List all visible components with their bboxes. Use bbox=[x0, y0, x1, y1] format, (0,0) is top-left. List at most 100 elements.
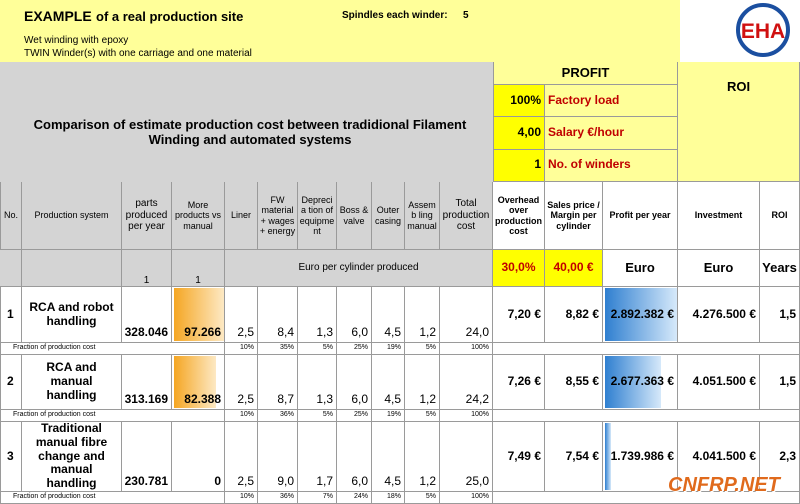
fraction-value: 100% bbox=[440, 410, 493, 422]
fraction-cell bbox=[493, 410, 800, 422]
value-cell: 1,3 bbox=[298, 355, 337, 410]
value-cell: 230.781 bbox=[122, 422, 172, 492]
unit-label: 40,00 € bbox=[545, 250, 603, 287]
value-cell: 2,5 bbox=[225, 422, 258, 492]
logo: EHA bbox=[736, 3, 790, 57]
system-name: RCA and manual handling bbox=[22, 355, 122, 410]
fraction-value: 10% bbox=[225, 343, 258, 355]
value-cell: 4,5 bbox=[372, 355, 405, 410]
fraction-value: 5% bbox=[405, 410, 440, 422]
unit-label: 1 bbox=[122, 250, 172, 287]
unit-cell bbox=[0, 250, 22, 287]
column-header: Total production cost bbox=[440, 182, 493, 250]
value-cell: 4.051.500 € bbox=[678, 355, 760, 410]
param-value: 4,00 bbox=[493, 117, 545, 150]
fraction-value: 10% bbox=[225, 492, 258, 504]
value-cell: 8,55 € bbox=[545, 355, 603, 410]
header-line: TWIN Winder(s) with one carriage and one… bbox=[24, 48, 252, 59]
column-header: Deprecia tion of equipme nt bbox=[298, 182, 337, 250]
comparison-band bbox=[0, 62, 493, 182]
value-cell: 8,82 € bbox=[545, 287, 603, 343]
title-rest: of a real production site bbox=[96, 9, 244, 24]
value-cell: 6,0 bbox=[337, 355, 372, 410]
title: EXAMPLE bbox=[24, 8, 92, 24]
row-number: 1 bbox=[0, 287, 22, 343]
fraction-value: 100% bbox=[440, 492, 493, 504]
system-name: RCA and robot handling bbox=[22, 287, 122, 343]
value-cell: 4.276.500 € bbox=[678, 287, 760, 343]
fraction-label: Fraction of production cost bbox=[0, 343, 225, 355]
column-header: No. bbox=[0, 182, 22, 250]
system-name: Traditional manual fibre change and manu… bbox=[22, 422, 122, 492]
column-header: Profit per year bbox=[603, 182, 678, 250]
fraction-value: 36% bbox=[258, 410, 298, 422]
value-cell: 1,2 bbox=[405, 422, 440, 492]
value-cell: 24,0 bbox=[440, 287, 493, 343]
fraction-value: 5% bbox=[298, 410, 337, 422]
fraction-value: 18% bbox=[372, 492, 405, 504]
value-cell: 8,4 bbox=[258, 287, 298, 343]
value-cell: 7,26 € bbox=[493, 355, 545, 410]
fraction-value: 19% bbox=[372, 343, 405, 355]
param-label: Salary €/hour bbox=[545, 117, 678, 150]
value-cell: 1,5 bbox=[760, 287, 800, 343]
param-label: Factory load bbox=[545, 85, 678, 118]
column-header: ROI bbox=[760, 182, 800, 250]
data-bar bbox=[605, 288, 677, 341]
value-cell: 1,3 bbox=[298, 287, 337, 343]
fraction-value: 5% bbox=[405, 492, 440, 504]
spindles-value: 5 bbox=[463, 10, 469, 21]
roi-title: ROI bbox=[678, 62, 800, 182]
fraction-value: 25% bbox=[337, 343, 372, 355]
value-cell: 7,54 € bbox=[545, 422, 603, 492]
data-bar bbox=[605, 423, 611, 490]
fraction-value: 25% bbox=[337, 410, 372, 422]
unit-cell bbox=[22, 250, 122, 287]
value-cell: 2,5 bbox=[225, 287, 258, 343]
data-bar bbox=[605, 356, 661, 408]
unit-label: Years bbox=[760, 250, 800, 287]
spindles-label: Spindles each winder: bbox=[342, 10, 448, 21]
header-line: Wet winding with epoxy bbox=[24, 35, 129, 46]
unit-label: 1 bbox=[172, 250, 225, 287]
fraction-label: Fraction of production cost bbox=[0, 410, 225, 422]
fraction-value: 5% bbox=[405, 343, 440, 355]
row-number: 2 bbox=[0, 355, 22, 410]
comparison-title: Comparison of estimate production cost b… bbox=[33, 117, 467, 147]
value-cell: 1,5 bbox=[760, 355, 800, 410]
value-cell: 0 bbox=[172, 422, 225, 492]
value-cell: 4,5 bbox=[372, 422, 405, 492]
value-cell: 8,7 bbox=[258, 355, 298, 410]
value-cell: 7,20 € bbox=[493, 287, 545, 343]
value-cell: 2.892.382 € bbox=[603, 287, 678, 343]
unit-label: Euro bbox=[678, 250, 760, 287]
fraction-value: 100% bbox=[440, 343, 493, 355]
data-bar bbox=[174, 356, 216, 408]
column-header: Overhead over production cost bbox=[493, 182, 545, 250]
fraction-value: 36% bbox=[258, 492, 298, 504]
fraction-value: 7% bbox=[298, 492, 337, 504]
column-header: Boss & valve bbox=[337, 182, 372, 250]
fraction-value: 35% bbox=[258, 343, 298, 355]
value-cell: 1,2 bbox=[405, 287, 440, 343]
watermark: CNFRP.NET bbox=[668, 474, 780, 496]
header-band bbox=[0, 0, 680, 62]
param-label: No. of winders bbox=[545, 149, 678, 182]
value-cell: 1.739.986 € bbox=[603, 422, 678, 492]
unit-label: Euro per cylinder produced bbox=[225, 250, 493, 287]
value-cell: 4.041.500 € bbox=[678, 422, 760, 492]
value-cell: 2,5 bbox=[225, 355, 258, 410]
value-cell: 25,0 bbox=[440, 422, 493, 492]
column-header: Assemb ling manual bbox=[405, 182, 440, 250]
value-cell: 7,49 € bbox=[493, 422, 545, 492]
value-cell: 328.046 bbox=[122, 287, 172, 343]
param-value: 100% bbox=[493, 85, 545, 118]
value-cell: 1,7 bbox=[298, 422, 337, 492]
value-cell: 6,0 bbox=[337, 422, 372, 492]
value-cell: 4,5 bbox=[372, 287, 405, 343]
fraction-value: 10% bbox=[225, 410, 258, 422]
logo-text: EHA bbox=[741, 20, 785, 43]
column-header: Liner bbox=[225, 182, 258, 250]
param-value: 1 bbox=[493, 149, 545, 182]
value-cell: 1,2 bbox=[405, 355, 440, 410]
